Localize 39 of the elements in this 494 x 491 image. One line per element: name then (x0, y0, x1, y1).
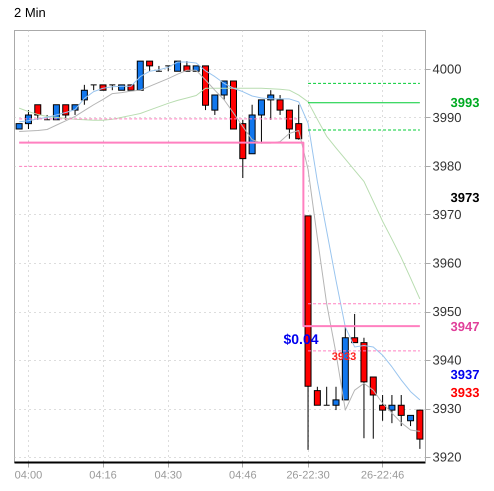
y-tick-label: 3920 (432, 450, 462, 465)
candlestick (258, 99, 265, 144)
y-tick-label: 3940 (432, 352, 462, 368)
text: 3947 (450, 319, 480, 334)
candlestick (174, 60, 182, 72)
candlestick (314, 386, 321, 406)
text: 3933 (450, 385, 480, 400)
y-tick-label: 4000 (432, 61, 462, 76)
candlestick (146, 60, 154, 72)
candlestick (323, 386, 330, 406)
candlestick (388, 394, 396, 424)
y-tick-label: 3990 (432, 110, 462, 125)
candlestick (379, 394, 386, 422)
x-tick-label: 04:00 (14, 470, 42, 482)
y-tick-label: 3960 (432, 255, 462, 270)
text: 3937 (450, 367, 480, 382)
x-tick-label: 26-22:30 (286, 470, 330, 482)
candlestick (332, 386, 340, 411)
x-tick-label: 04:30 (154, 470, 182, 482)
candlestick (351, 313, 358, 344)
candlestick (370, 376, 377, 440)
candlestick (80, 84, 88, 106)
text: 3973 (450, 190, 480, 205)
y-tick-label: 3930 (432, 401, 462, 416)
candlestick (276, 94, 284, 116)
x-tick-label: 04:16 (89, 470, 117, 482)
candlestick (398, 394, 405, 427)
x-tick-label: 04:46 (229, 470, 257, 482)
candlestick (211, 94, 218, 116)
x-tick-label: 26-22:46 (360, 470, 404, 482)
candlestick (34, 104, 42, 120)
y-tick-label: 3970 (432, 206, 462, 222)
candlestick (407, 414, 414, 427)
text: 3993 (450, 95, 480, 110)
y-tick-label: 3950 (432, 304, 462, 320)
chart-title: 2 Min (14, 5, 46, 20)
candlestick (62, 104, 70, 120)
y-tick-label: 3980 (432, 158, 462, 174)
candlestick (286, 110, 293, 140)
